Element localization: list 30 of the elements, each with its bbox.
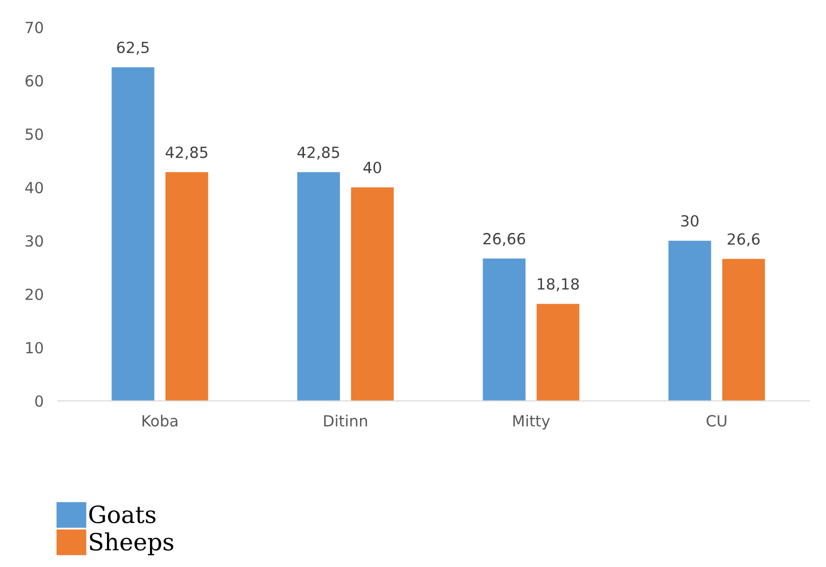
bar	[668, 240, 712, 401]
y-tick-label: 60	[26, 75, 43, 87]
y-tick-label: 0	[35, 395, 43, 407]
x-tick-label: Mitty	[513, 414, 550, 430]
y-tick-label: 70	[26, 22, 43, 34]
bar	[165, 172, 208, 401]
x-tick-label: CU	[706, 415, 726, 427]
y-tick-label: 30	[26, 235, 43, 247]
data-label: 18,18	[538, 278, 579, 292]
data-label: 26,66	[483, 232, 526, 246]
data-label: 42,85	[166, 146, 208, 160]
bar	[722, 258, 765, 401]
bar	[482, 258, 526, 401]
y-tick-label: 40	[25, 182, 43, 194]
data-label: 30	[681, 215, 698, 227]
bar	[536, 304, 580, 401]
data-label: 26,6	[728, 233, 760, 246]
x-tick-label: Koba	[142, 414, 178, 427]
bar	[351, 187, 394, 401]
legend-label: Sheeps	[90, 532, 174, 556]
legend-label: Goats	[89, 505, 156, 524]
bar	[297, 172, 340, 401]
data-label: 62,5	[117, 42, 149, 55]
data-label: 40	[363, 162, 382, 174]
y-tick-label: 20	[26, 288, 43, 300]
y-tick-label: 50	[26, 128, 43, 140]
bar	[112, 67, 154, 401]
data-label: 42,85	[297, 146, 340, 160]
x-tick-label: Ditinn	[324, 414, 367, 426]
y-tick-label: 10	[26, 342, 43, 354]
